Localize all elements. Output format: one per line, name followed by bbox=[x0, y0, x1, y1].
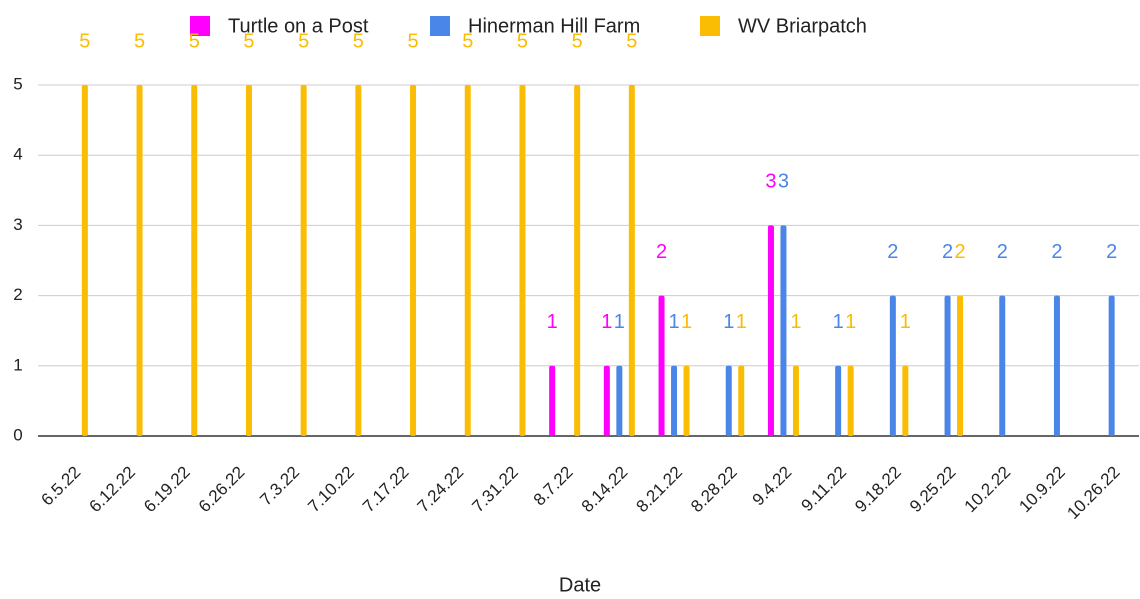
value-label: 2 bbox=[1051, 241, 1062, 263]
x-tick-label: 7.24.22 bbox=[414, 463, 468, 517]
x-tick-label: 7.31.22 bbox=[468, 463, 522, 517]
bar bbox=[464, 85, 471, 436]
value-label: 1 bbox=[833, 311, 844, 333]
bar bbox=[658, 295, 665, 436]
bar bbox=[847, 365, 854, 436]
legend-swatch bbox=[430, 16, 450, 36]
value-label: 5 bbox=[243, 30, 254, 52]
x-tick-label: 9.11.22 bbox=[797, 463, 850, 516]
value-label: 2 bbox=[954, 241, 965, 263]
value-label: 1 bbox=[601, 311, 612, 333]
legend-label: Hinerman Hill Farm bbox=[468, 15, 640, 37]
value-label: 5 bbox=[353, 30, 364, 52]
value-label: 5 bbox=[462, 30, 473, 52]
bar bbox=[1053, 295, 1060, 436]
bar bbox=[410, 85, 417, 436]
x-axis-title: Date bbox=[559, 574, 601, 596]
legend-swatch bbox=[700, 16, 720, 36]
bar bbox=[902, 365, 909, 436]
value-label: 5 bbox=[298, 30, 309, 52]
x-tick-label: 8.21.22 bbox=[632, 463, 686, 517]
value-label: 3 bbox=[765, 171, 776, 193]
bar bbox=[780, 225, 787, 436]
bar bbox=[738, 365, 745, 436]
bar bbox=[889, 295, 896, 436]
x-tick-label: 8.7.22 bbox=[530, 463, 577, 510]
x-tick-label: 6.12.22 bbox=[85, 463, 139, 517]
bar bbox=[792, 365, 799, 436]
x-tick-label: 9.4.22 bbox=[749, 463, 796, 510]
value-label: 1 bbox=[547, 311, 558, 333]
value-label: 2 bbox=[656, 241, 667, 263]
bar bbox=[835, 365, 842, 436]
bar bbox=[574, 85, 581, 436]
value-label: 2 bbox=[1106, 241, 1117, 263]
value-label: 5 bbox=[517, 30, 528, 52]
bar bbox=[767, 225, 774, 436]
bar bbox=[549, 365, 556, 436]
bar bbox=[671, 365, 678, 436]
x-tick-label: 7.3.22 bbox=[256, 463, 303, 510]
y-tick-label: 2 bbox=[13, 285, 22, 304]
value-label: 5 bbox=[189, 30, 200, 52]
bar bbox=[519, 85, 526, 436]
bar bbox=[300, 85, 307, 436]
y-tick-label: 0 bbox=[13, 425, 22, 444]
legend-label: Turtle on a Post bbox=[228, 15, 369, 37]
value-label: 3 bbox=[778, 171, 789, 193]
bar bbox=[1108, 295, 1115, 436]
x-tick-label: 6.26.22 bbox=[195, 463, 249, 517]
value-label: 1 bbox=[900, 311, 911, 333]
value-label: 1 bbox=[736, 311, 747, 333]
value-label: 5 bbox=[572, 30, 583, 52]
value-label: 2 bbox=[997, 241, 1008, 263]
x-tick-label: 10.9.22 bbox=[1015, 463, 1069, 517]
value-label: 1 bbox=[681, 311, 692, 333]
y-tick-label: 4 bbox=[13, 145, 22, 164]
bar bbox=[944, 295, 951, 436]
bar bbox=[628, 85, 635, 436]
value-label: 1 bbox=[790, 311, 801, 333]
bar bbox=[616, 365, 623, 436]
value-label: 1 bbox=[723, 311, 734, 333]
value-label: 1 bbox=[845, 311, 856, 333]
value-label: 5 bbox=[407, 30, 418, 52]
bar bbox=[725, 365, 732, 436]
bar bbox=[136, 85, 143, 436]
value-label: 1 bbox=[668, 311, 679, 333]
bar bbox=[355, 85, 362, 436]
value-label: 5 bbox=[79, 30, 90, 52]
bar bbox=[603, 365, 610, 436]
y-tick-label: 3 bbox=[13, 215, 22, 234]
x-tick-label: 10.26.22 bbox=[1063, 463, 1123, 523]
bar bbox=[191, 85, 198, 436]
x-tick-label: 6.5.22 bbox=[37, 463, 84, 510]
x-tick-label: 10.2.22 bbox=[961, 463, 1015, 517]
x-tick-label: 7.10.22 bbox=[304, 463, 358, 517]
y-tick-label: 1 bbox=[13, 355, 22, 374]
bar bbox=[81, 85, 88, 436]
x-tick-label: 6.19.22 bbox=[140, 463, 194, 517]
value-label: 5 bbox=[134, 30, 145, 52]
x-tick-label: 9.18.22 bbox=[851, 463, 905, 517]
bar bbox=[957, 295, 964, 436]
value-label: 1 bbox=[614, 311, 625, 333]
y-tick-label: 5 bbox=[13, 74, 22, 93]
value-label: 2 bbox=[942, 241, 953, 263]
legend-swatch bbox=[190, 16, 210, 36]
x-tick-label: 8.14.22 bbox=[578, 463, 632, 517]
bar bbox=[245, 85, 252, 436]
legend-label: WV Briarpatch bbox=[738, 15, 867, 37]
value-label: 2 bbox=[887, 241, 898, 263]
bar bbox=[999, 295, 1006, 436]
bar bbox=[683, 365, 690, 436]
value-label: 5 bbox=[626, 30, 637, 52]
x-tick-label: 8.28.22 bbox=[687, 463, 741, 517]
x-tick-label: 9.25.22 bbox=[906, 463, 960, 517]
x-tick-label: 7.17.22 bbox=[359, 463, 413, 517]
